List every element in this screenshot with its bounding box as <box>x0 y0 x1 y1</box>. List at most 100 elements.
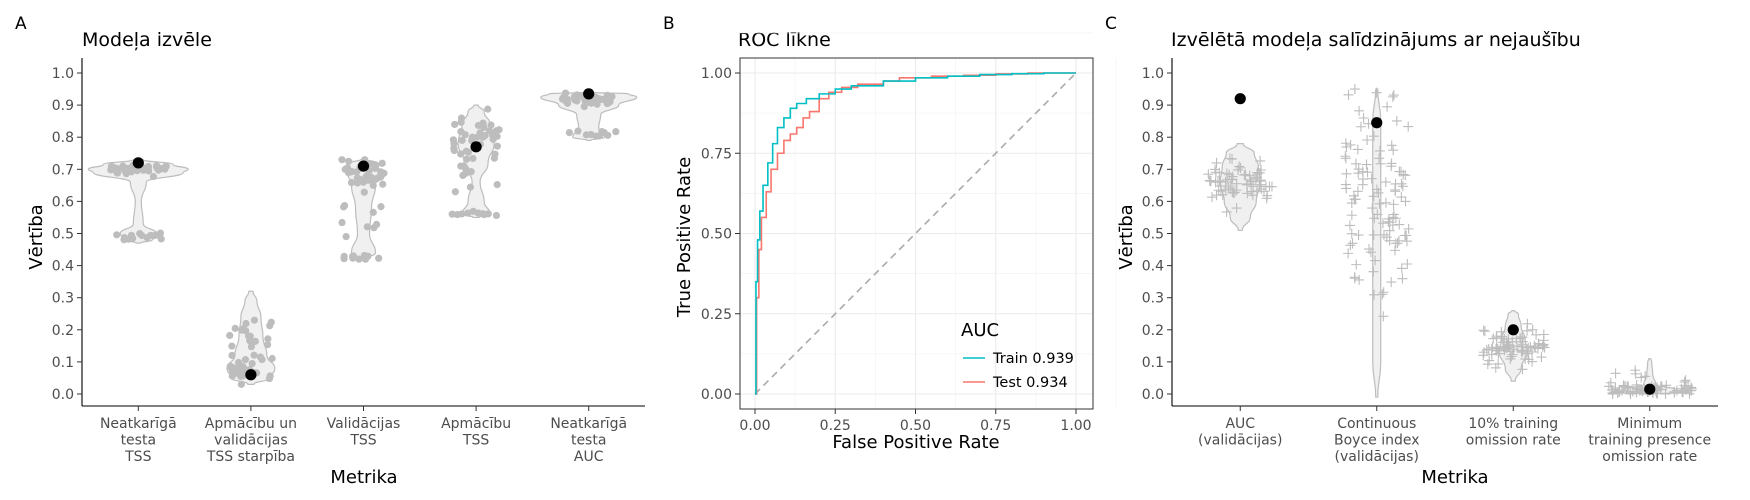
data-point <box>1365 247 1376 258</box>
x-tick-label-line: (validācijas) <box>1335 449 1419 465</box>
data-point <box>229 364 237 372</box>
data-point <box>378 159 386 167</box>
data-point <box>593 100 601 108</box>
data-point <box>1387 91 1398 102</box>
x-tick-label-line: Apmācību un <box>205 416 297 432</box>
data-point <box>491 150 499 158</box>
x-tick-label: 1.00 <box>1060 418 1091 434</box>
selected-value-point <box>470 141 482 153</box>
data-point <box>1340 153 1351 164</box>
data-point <box>1357 166 1368 177</box>
y-tick-label: 0.7 <box>1142 162 1164 178</box>
violin <box>1219 143 1261 231</box>
data-point <box>466 183 475 191</box>
data-point <box>493 142 501 150</box>
data-point <box>1537 341 1548 352</box>
data-point <box>1346 228 1357 239</box>
data-point <box>565 128 574 137</box>
data-point <box>1636 372 1647 383</box>
x-tick-label: 10% training omission rate <box>1466 416 1561 449</box>
data-point <box>1345 139 1356 150</box>
data-point <box>1344 220 1355 231</box>
data-point <box>1239 170 1250 181</box>
data-point <box>369 208 377 216</box>
data-point <box>1396 263 1407 274</box>
data-point <box>574 92 583 101</box>
data-point <box>1368 229 1379 240</box>
legend-label: Test 0.934 <box>992 375 1068 391</box>
data-point <box>1371 87 1382 98</box>
data-point <box>347 178 356 187</box>
data-point <box>345 157 353 165</box>
data-point <box>1380 197 1391 208</box>
data-point <box>1506 351 1517 362</box>
data-point <box>1660 389 1671 399</box>
data-point <box>1228 188 1239 199</box>
data-point <box>1507 349 1518 360</box>
data-point <box>1393 235 1404 246</box>
selected-value-point <box>1507 324 1519 336</box>
data-point <box>1390 184 1401 195</box>
data-point <box>371 164 379 172</box>
data-point <box>1394 219 1405 230</box>
panel-c-xlabel: Metrika <box>1421 467 1488 488</box>
y-tick-label: 0.50 <box>701 227 732 243</box>
panel-a: A Modeļa izvēle 0.0 0.1 0.2 0.3 0.4 0.5 0.6 0.7… <box>15 14 645 488</box>
data-point <box>377 203 385 211</box>
data-point <box>449 136 458 144</box>
legend-title: AUC <box>961 320 999 341</box>
data-point <box>234 358 243 367</box>
data-point <box>1381 232 1392 243</box>
selected-value-point <box>583 88 595 100</box>
y-tick-label: 0.1 <box>52 355 74 371</box>
data-point <box>1254 167 1265 178</box>
data-point <box>353 174 361 182</box>
data-point <box>1522 318 1533 329</box>
panel-letter-a: A <box>15 14 27 34</box>
x-tick-label-line: TSS <box>349 433 376 449</box>
x-tick-label-line: omission rate <box>1602 449 1697 465</box>
data-point <box>457 150 465 158</box>
data-point <box>1245 175 1256 186</box>
selected-value-point <box>1644 383 1656 395</box>
data-point <box>1211 157 1222 168</box>
data-point <box>256 353 265 361</box>
data-point <box>1349 84 1360 95</box>
data-point <box>1503 340 1514 351</box>
x-tick-label: Validācijas TSS <box>327 416 401 449</box>
data-point <box>457 118 465 126</box>
data-point <box>448 210 456 218</box>
data-point <box>1353 230 1364 241</box>
data-point <box>1603 381 1614 392</box>
data-point <box>1486 343 1497 354</box>
data-point <box>379 180 387 188</box>
data-point <box>242 319 250 328</box>
data-point <box>355 255 363 263</box>
data-point <box>1386 140 1397 151</box>
data-point <box>1531 329 1542 340</box>
data-point <box>461 131 469 139</box>
data-point <box>1225 181 1236 192</box>
data-point <box>1352 144 1363 155</box>
data-point <box>1256 184 1267 195</box>
x-tick-label: Apmācību un validācijas TSS starpība <box>205 416 297 465</box>
data-point <box>231 324 239 332</box>
data-point <box>1224 153 1235 164</box>
data-point <box>250 351 258 359</box>
data-point <box>1389 245 1400 256</box>
y-tick-label: 0.9 <box>52 98 74 114</box>
data-point <box>1362 167 1373 178</box>
data-point <box>1370 255 1381 266</box>
data-point <box>1231 203 1242 214</box>
x-tick-label: Apmācību TSS <box>441 416 511 449</box>
y-tick-label: 0.2 <box>1142 323 1164 339</box>
data-point <box>484 105 492 113</box>
data-point <box>1388 145 1399 156</box>
data-point <box>340 201 349 210</box>
data-point <box>1607 389 1618 399</box>
x-tick-label-line: Apmācību <box>441 416 511 432</box>
data-point <box>363 223 371 231</box>
data-point <box>1373 187 1384 198</box>
